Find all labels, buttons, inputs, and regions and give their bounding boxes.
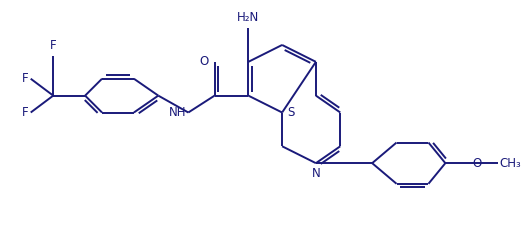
Text: NH: NH	[169, 106, 186, 119]
Text: F: F	[22, 72, 29, 85]
Text: N: N	[312, 167, 320, 180]
Text: F: F	[50, 39, 56, 52]
Text: O: O	[200, 55, 209, 68]
Text: S: S	[288, 106, 295, 119]
Text: O: O	[473, 157, 482, 170]
Text: CH₃: CH₃	[499, 157, 522, 170]
Text: F: F	[22, 106, 29, 119]
Text: H₂N: H₂N	[237, 11, 259, 24]
